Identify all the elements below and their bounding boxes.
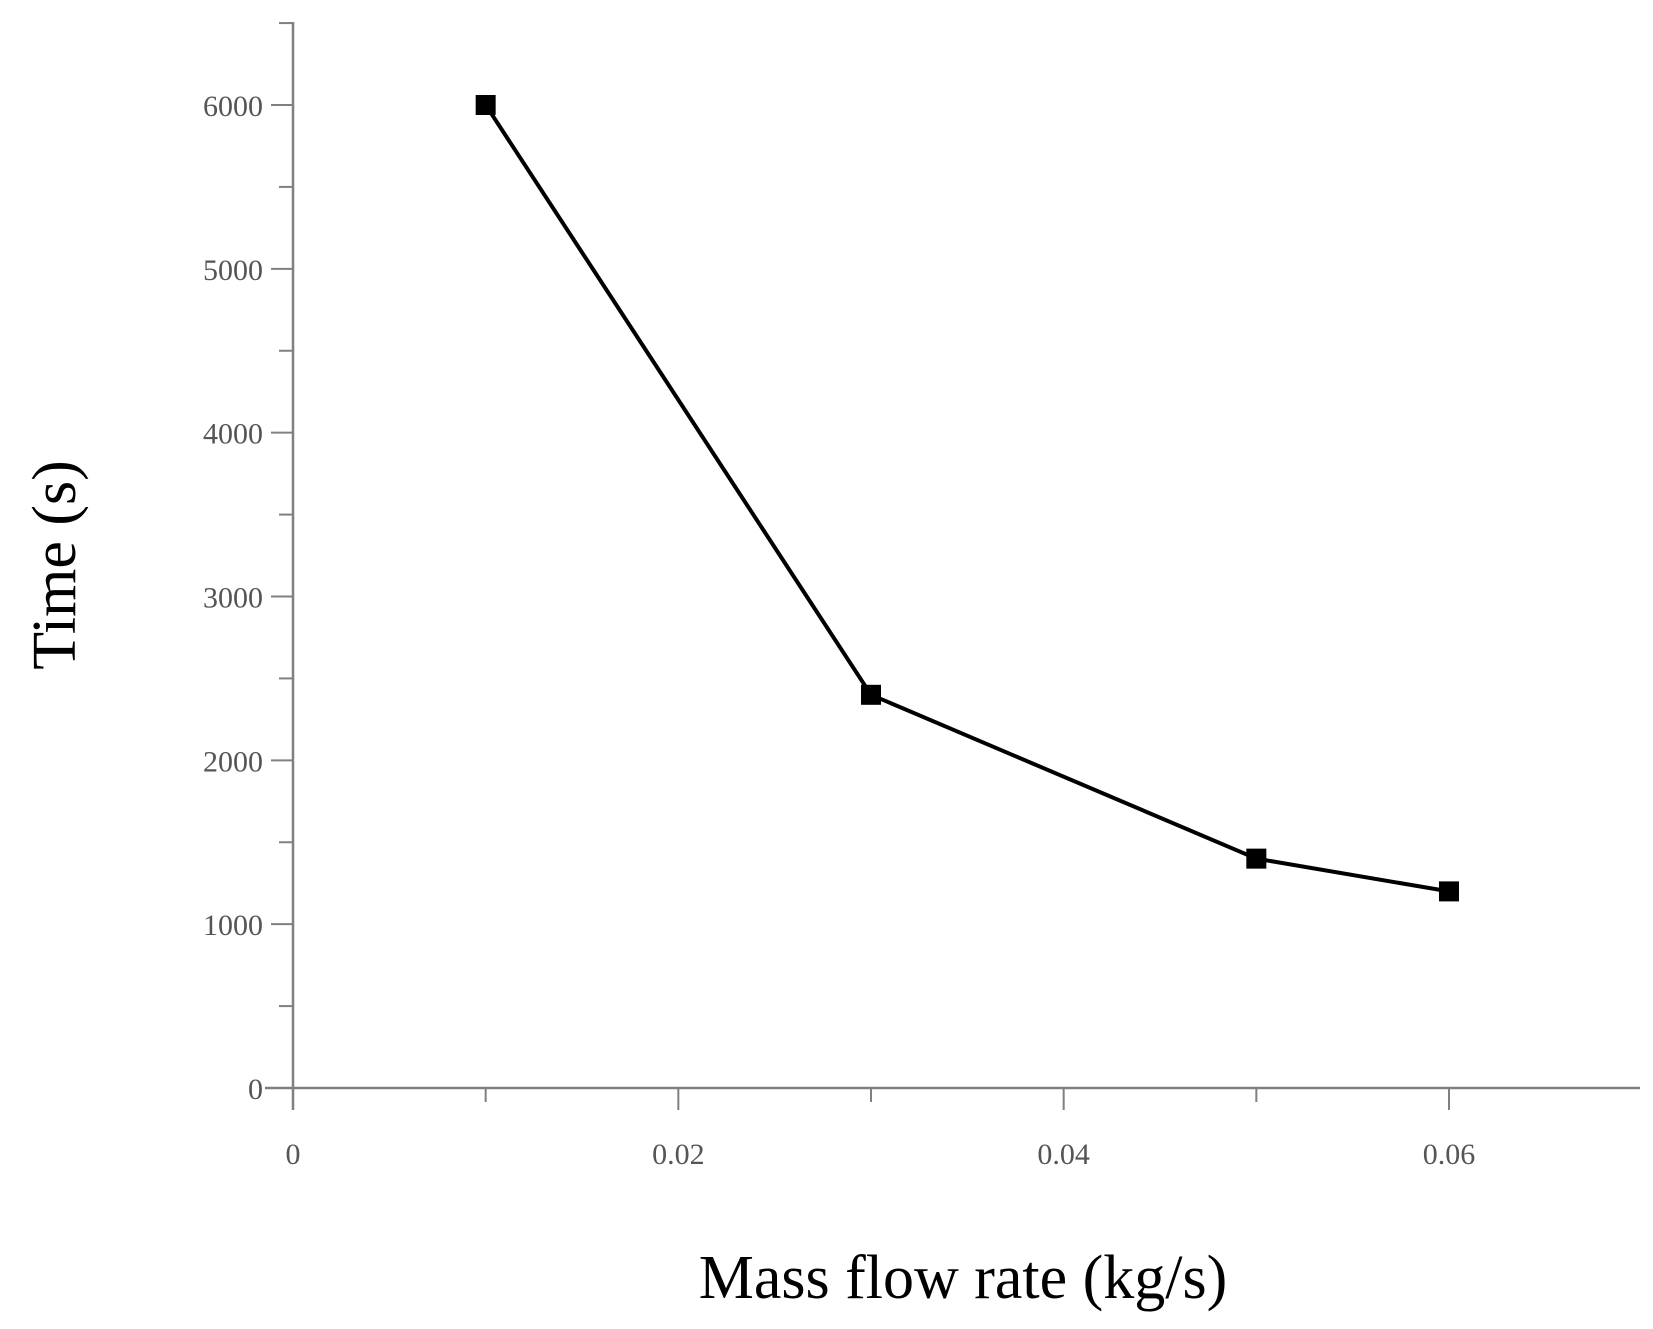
- data-point-marker: [475, 95, 496, 115]
- y-tick-label: 3000: [203, 582, 263, 615]
- y-tick-label: 6000: [203, 90, 263, 123]
- y-ticks: 0 1000 2000 3000 4000 5000 6000: [203, 22, 293, 1106]
- x-ticks: 0 0.02 0.04 0.06: [286, 1088, 1476, 1171]
- y-tick-label: 0: [248, 1073, 263, 1106]
- y-tick-label: 1000: [203, 909, 263, 942]
- data-point-marker: [1439, 881, 1459, 902]
- x-tick-label: 0.04: [1037, 1138, 1090, 1171]
- axes: [265, 22, 1640, 1110]
- data-point-marker: [861, 684, 881, 705]
- data-point-marker: [1246, 848, 1267, 869]
- x-tick-label: 0.02: [652, 1138, 705, 1171]
- y-tick-label: 2000: [203, 745, 263, 778]
- x-axis-title: Mass flow rate (kg/s): [699, 1244, 1228, 1312]
- y-tick-label: 4000: [203, 418, 263, 451]
- y-axis-title: Time (s): [21, 460, 89, 670]
- y-tick-label: 5000: [203, 254, 263, 287]
- x-tick-label: 0.06: [1423, 1138, 1476, 1171]
- series-layer: [475, 95, 1459, 902]
- series-line: [484, 103, 1450, 894]
- x-tick-label: 0: [286, 1138, 301, 1171]
